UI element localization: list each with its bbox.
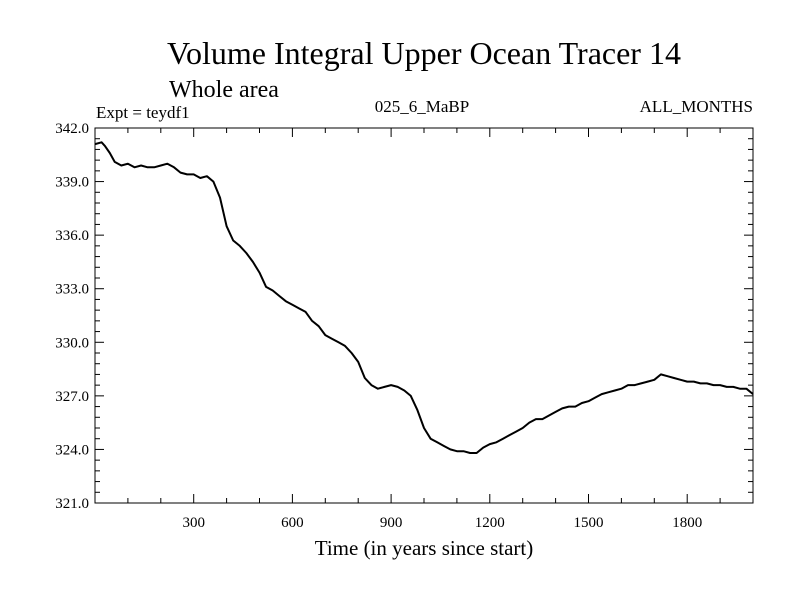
plot-frame: [94, 127, 754, 504]
chart-title: Volume Integral Upper Ocean Tracer 14: [167, 35, 681, 71]
y-tick-label: 321.0: [55, 496, 89, 512]
y-tick-label: 336.0: [55, 228, 89, 244]
x-axis-tick-labels: 300 600 900 1200 1500 1800: [182, 515, 702, 531]
run-label: 025_6_MaBP: [375, 97, 469, 116]
x-axis-ticks: [127, 128, 721, 503]
chart-subtitle: Whole area: [169, 77, 279, 103]
experiment-label: Expt = teydf1: [96, 103, 190, 122]
y-tick-label: 324.0: [55, 442, 89, 458]
x-tick-label: 1200: [475, 515, 505, 531]
x-axis-label: Time (in years since start): [315, 536, 534, 560]
x-tick-label: 600: [281, 515, 304, 531]
data-series-line: [94, 141, 754, 454]
y-tick-label: 339.0: [55, 175, 89, 191]
y-axis-tick-labels: 321.0 324.0 327.0 330.0 333.0 336.0 339.0 342.0: [55, 121, 89, 512]
x-tick-label: 1500: [574, 515, 604, 531]
y-axis-ticks: [95, 138, 753, 493]
x-tick-label: 1800: [672, 515, 702, 531]
y-tick-label: 330.0: [55, 335, 89, 351]
y-tick-label: 327.0: [55, 389, 89, 405]
y-tick-label: 342.0: [55, 121, 89, 137]
period-label: ALL_MONTHS: [640, 97, 753, 116]
y-tick-label: 333.0: [55, 282, 89, 298]
x-tick-label: 300: [182, 515, 205, 531]
x-tick-label: 900: [380, 515, 403, 531]
